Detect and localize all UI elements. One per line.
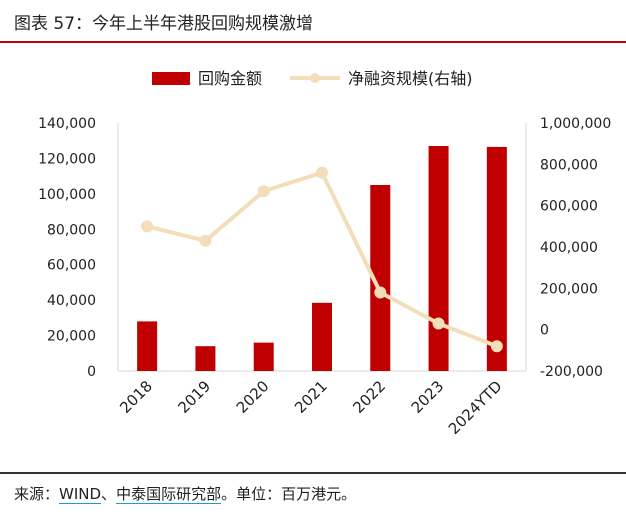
x-tick-label: 2022: [349, 377, 389, 417]
line-point-2020: [257, 185, 270, 198]
footer-divider: [0, 472, 626, 474]
right-tick-label: 600,000: [540, 199, 598, 215]
line-point-2022: [374, 286, 387, 299]
right-tick-label: 200,000: [540, 281, 598, 297]
line-point-2018: [141, 220, 154, 233]
source-zhongtai: 中泰国际研究部: [116, 485, 222, 504]
title-bar: 图表 57：今年上半年港股回购规模激增: [0, 0, 626, 43]
source-separator: 、: [101, 485, 117, 503]
bar-2020: [253, 342, 274, 371]
source-wind: WIND: [59, 485, 102, 504]
bar-2018: [137, 321, 158, 371]
line-point-2021: [316, 166, 328, 179]
right-tick-label: 800,000: [540, 157, 598, 173]
source-suffix: 。单位：百万港元。: [221, 485, 357, 503]
x-tick-label: 2023: [408, 377, 448, 417]
x-tick-label: 2024YTD: [445, 377, 506, 438]
bar-2023: [428, 146, 449, 371]
legend-line-label: 净融资规模(右轴): [348, 69, 473, 88]
right-tick-label: 400,000: [540, 240, 598, 256]
left-tick-label: 140,000: [38, 116, 96, 132]
left-tick-label: 20,000: [47, 329, 96, 345]
legend-bar-label: 回购金额: [198, 69, 262, 88]
x-tick-label: 2021: [291, 377, 331, 417]
bar-2019: [195, 346, 216, 371]
left-tick-label: 60,000: [47, 258, 96, 274]
source-prefix: 来源：: [14, 485, 60, 503]
line-point-2019: [199, 234, 212, 247]
left-tick-label: 0: [87, 364, 96, 380]
title-divider: [0, 41, 626, 43]
right-tick-label: -200,000: [540, 364, 603, 380]
right-tick-label: 0: [540, 323, 549, 339]
figure-title: 图表 57：今年上半年港股回购规模激增: [14, 14, 314, 34]
right-tick-label: 1,000,000: [540, 116, 611, 132]
left-tick-label: 40,000: [47, 293, 96, 309]
legend-line-marker: [310, 73, 320, 83]
bar-2021: [312, 302, 332, 371]
line-point-2024YTD: [490, 340, 503, 353]
bar-2024YTD: [486, 146, 507, 371]
x-tick-label: 2019: [175, 377, 215, 417]
bar-2022: [370, 185, 391, 371]
left-tick-label: 120,000: [38, 151, 96, 167]
legend-bar-swatch: [152, 72, 190, 85]
left-tick-label: 100,000: [38, 187, 96, 203]
combo-chart: 回购金额 净融资规模(右轴) 0 20,000 40,000 60,000 80,000 10…: [38, 69, 611, 438]
left-tick-label: 80,000: [47, 222, 96, 238]
source-note: 来源：WIND、中泰国际研究部。单位：百万港元。: [14, 483, 356, 504]
x-tick-label: 2020: [233, 377, 273, 417]
line-point-2023: [432, 317, 445, 330]
x-tick-label: 2018: [116, 377, 156, 417]
